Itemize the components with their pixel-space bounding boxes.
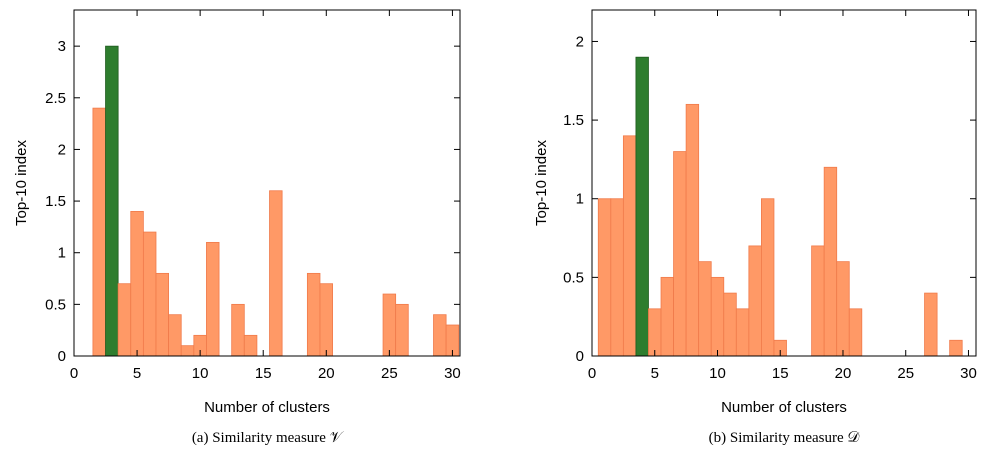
bar <box>610 198 624 357</box>
x-tick-label: 15 <box>772 365 789 382</box>
bar <box>92 107 106 357</box>
bar <box>395 303 409 357</box>
y-tick-label: 0.5 <box>45 296 66 313</box>
y-tick-label: 0 <box>576 348 584 365</box>
bar <box>155 272 170 357</box>
y-tick-label: 0 <box>58 348 66 365</box>
y-tick-label: 1.5 <box>45 193 66 210</box>
x-tick-label: 20 <box>835 365 852 382</box>
bar <box>723 292 737 357</box>
bar <box>811 245 825 357</box>
bar <box>180 345 195 357</box>
x-tick-label: 5 <box>133 365 141 382</box>
x-axis-label: Number of clusters <box>721 399 847 416</box>
bar <box>949 339 963 357</box>
bar <box>433 314 447 357</box>
y-tick-label: 2 <box>576 33 584 50</box>
bar <box>269 190 283 357</box>
x-tick-label: 0 <box>70 365 78 382</box>
highlight-bar <box>105 45 119 357</box>
bar <box>748 245 762 357</box>
bar <box>142 231 157 357</box>
x-tick-label: 30 <box>444 365 461 382</box>
x-tick-label: 25 <box>381 365 398 382</box>
y-tick-label: 0.5 <box>563 269 584 286</box>
chart-caption: (b) Similarity measure 𝒟 <box>709 430 860 446</box>
bar <box>597 198 612 357</box>
bar <box>836 261 850 357</box>
bar <box>117 283 132 357</box>
x-tick-label: 15 <box>255 365 272 382</box>
y-tick-label: 1 <box>576 191 584 208</box>
bar <box>168 314 182 357</box>
bar <box>735 308 750 357</box>
bar <box>710 276 725 357</box>
y-axis-label: Top-10 index <box>13 140 30 226</box>
bar <box>823 166 838 357</box>
plot-frame <box>73 9 461 357</box>
bar <box>206 241 220 357</box>
x-axis-label: Number of clusters <box>204 399 330 416</box>
bar <box>685 103 700 357</box>
bars <box>92 45 460 357</box>
bar <box>698 261 712 357</box>
bar <box>761 198 775 357</box>
chart-caption: (a) Similarity measure 𝒱 <box>192 430 345 446</box>
x-tick-label: 30 <box>960 365 977 382</box>
x-tick-label: 0 <box>588 365 596 382</box>
bar <box>924 292 938 357</box>
x-tick-label: 5 <box>651 365 659 382</box>
bar <box>130 210 144 357</box>
y-tick-label: 1.5 <box>563 112 584 129</box>
bar <box>382 293 397 357</box>
highlight-bar <box>635 56 649 357</box>
y-tick-label: 2.5 <box>45 90 66 107</box>
x-tick-label: 10 <box>192 365 209 382</box>
y-tick-label: 2 <box>58 141 66 158</box>
bar <box>231 303 245 357</box>
x-tick-label: 20 <box>318 365 335 382</box>
y-tick-label: 3 <box>58 38 66 55</box>
bar <box>648 308 662 357</box>
bar <box>306 272 321 357</box>
bar <box>319 283 333 357</box>
bar <box>243 334 258 357</box>
plot-frame <box>591 9 977 357</box>
y-tick-label: 1 <box>58 245 66 262</box>
bar <box>848 308 863 357</box>
bar <box>622 135 637 357</box>
x-tick-label: 10 <box>709 365 726 382</box>
bar <box>660 276 674 357</box>
bar <box>673 151 687 357</box>
x-tick-label: 25 <box>897 365 914 382</box>
y-axis-label: Top-10 index <box>533 140 550 226</box>
bars <box>597 56 963 357</box>
